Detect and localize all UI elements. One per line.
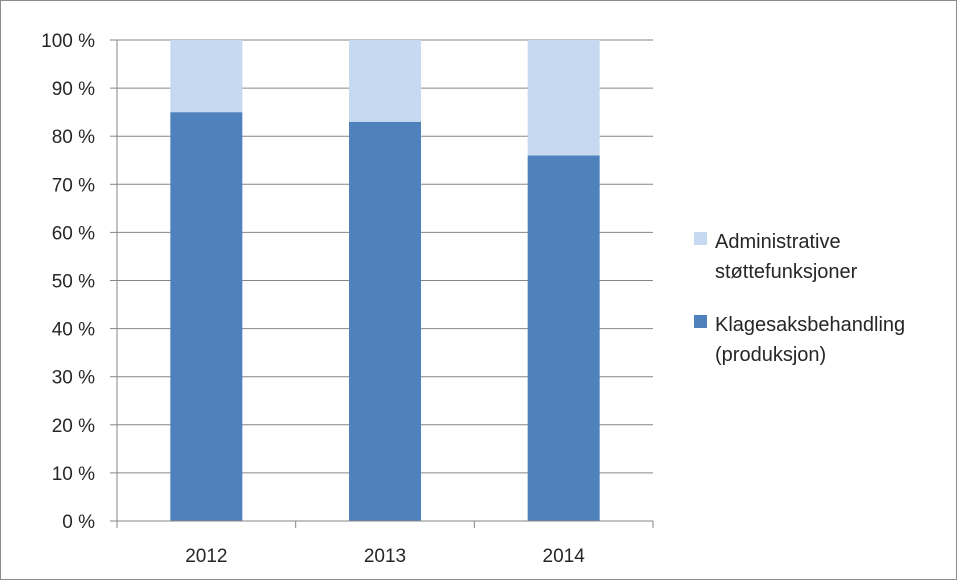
y-tick-label: 50 %	[52, 272, 95, 293]
x-axis-tick-labels: 2012 2013 2014	[185, 546, 585, 567]
legend-label: Administrative	[715, 231, 841, 253]
y-tick-label: 80 %	[52, 127, 95, 148]
y-tick-label: 20 %	[52, 416, 95, 437]
legend-label: Klagesaksbehandling	[715, 314, 905, 336]
legend: Administrative støttefunksjoner Klagesaksb…	[694, 231, 905, 366]
y-tick-label: 90 %	[52, 79, 95, 100]
axes	[110, 39, 654, 528]
y-tick-label: 70 %	[52, 175, 95, 196]
legend-label: (produksjon)	[715, 344, 826, 366]
y-tick-label: 40 %	[52, 320, 95, 341]
y-tick-label: 10 %	[52, 464, 95, 485]
legend-swatch	[694, 315, 707, 328]
bar-segment-administrative-2014	[527, 40, 600, 156]
bar-segment-administrative-2013	[349, 40, 421, 122]
x-tick-label: 2013	[364, 546, 406, 567]
bar-segment-administrative-2012	[170, 40, 243, 113]
y-tick-label: 100 %	[41, 31, 95, 52]
y-tick-label: 30 %	[52, 368, 95, 389]
y-tick-label: 60 %	[52, 223, 95, 244]
y-axis-tick-labels: 0 % 10 % 20 % 30 % 40 % 50 % 60 % 70 % 80 % 90 % 1…	[41, 31, 95, 533]
bar-segment-klagesaksbehandling-2013	[349, 121, 421, 522]
bar-segment-klagesaksbehandling-2012	[170, 112, 243, 522]
bar-segment-klagesaksbehandling-2014	[527, 155, 600, 521]
legend-swatch	[694, 232, 707, 245]
x-tick-label: 2014	[543, 546, 586, 567]
legend-label: støttefunksjoner	[715, 261, 858, 283]
y-tick-label: 0 %	[62, 512, 95, 533]
x-tick-label: 2012	[185, 546, 227, 567]
bars	[170, 40, 600, 522]
